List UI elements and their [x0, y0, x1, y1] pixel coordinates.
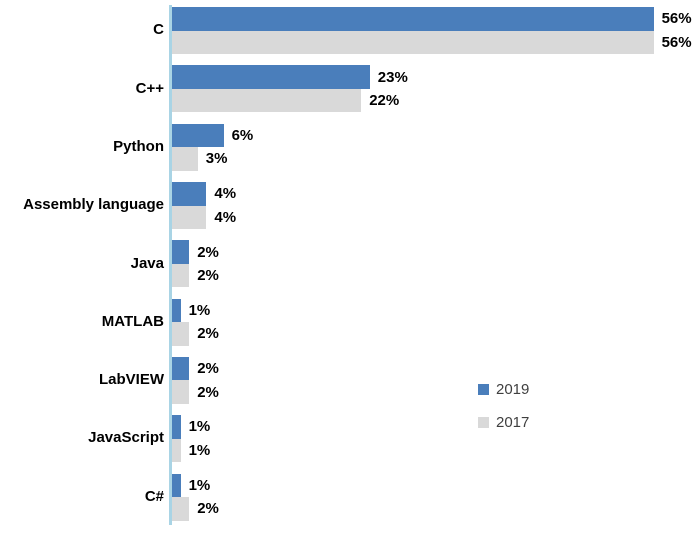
- bar-2017: [172, 438, 181, 463]
- category-row: MATLAB 1% 2%: [0, 293, 700, 351]
- category-row: Python 6% 3%: [0, 118, 700, 176]
- bar-2019: [172, 182, 207, 206]
- bar-2017: [172, 263, 190, 288]
- category-row: C++ 23% 22%: [0, 60, 700, 118]
- bar-line-2019: 6%: [172, 123, 700, 148]
- bar-line-2019: 1%: [172, 473, 700, 498]
- value-label: 2%: [197, 360, 219, 378]
- bar-line-2017: 3%: [172, 147, 700, 171]
- value-label: 1%: [188, 476, 211, 494]
- category-label: C++: [135, 79, 164, 97]
- bar-2017: [172, 497, 190, 521]
- bar-group: 1% 2%: [172, 298, 700, 346]
- bar-2019: [172, 7, 654, 31]
- value-label: 4%: [214, 208, 237, 226]
- bar-2019: [172, 415, 181, 439]
- bar-group: 2% 2%: [172, 356, 700, 404]
- category-label: LabVIEW: [98, 371, 164, 389]
- legend-label: 2019: [496, 380, 530, 398]
- bar-group: 1% 2%: [172, 473, 700, 521]
- legend-entry-2017: 2017: [478, 412, 529, 432]
- value-label: 2%: [197, 267, 219, 285]
- value-label: 6%: [231, 126, 254, 144]
- category-label: Java: [130, 254, 164, 272]
- category-label: Assembly language: [23, 196, 164, 214]
- legend-label: 2017: [496, 413, 530, 431]
- bar-2017: [172, 205, 207, 230]
- bar-2017: [172, 88, 362, 113]
- bar-line-2017: 1%: [172, 438, 700, 463]
- bar-group: 6% 3%: [172, 123, 700, 171]
- bar-line-2017: 22%: [172, 88, 700, 113]
- bar-line-2017: 2%: [172, 322, 700, 346]
- value-label: 22%: [369, 92, 400, 110]
- category-label: JavaScript: [88, 429, 164, 447]
- bar-group: 1% 1%: [172, 415, 700, 463]
- category-row: Java 2% 2%: [0, 235, 700, 293]
- bar-2017: [172, 322, 190, 346]
- legend-swatch-2017: [478, 416, 489, 428]
- bar-group: 2% 2%: [172, 240, 700, 288]
- value-label: 1%: [188, 418, 211, 436]
- bar-line-2017: 4%: [172, 205, 700, 230]
- value-label: 4%: [214, 185, 237, 203]
- bar-line-2019: 1%: [172, 298, 700, 323]
- bar-2019: [172, 298, 181, 323]
- bar-group: 56% 56%: [172, 7, 700, 55]
- bar-2017: [172, 380, 190, 404]
- bar-line-2019: 1%: [172, 415, 700, 439]
- value-label: 3%: [205, 150, 228, 168]
- bar-line-2019: 23%: [172, 65, 700, 89]
- value-label: 56%: [661, 33, 692, 51]
- category-label: Python: [113, 137, 164, 155]
- bar-line-2017: 56%: [172, 30, 700, 55]
- value-label: 2%: [197, 383, 219, 401]
- legend-swatch-2019: [478, 383, 489, 395]
- legend: 2019 2017: [478, 379, 529, 432]
- value-label: 1%: [188, 441, 211, 459]
- category-label: MATLAB: [101, 312, 164, 330]
- bar-2019: [172, 240, 190, 264]
- bar-2019: [172, 356, 190, 381]
- bar-line-2019: 4%: [172, 182, 700, 206]
- bar-2017: [172, 30, 654, 55]
- value-label: 2%: [197, 243, 219, 261]
- bar-line-2019: 2%: [172, 240, 700, 264]
- category-label: C: [153, 21, 164, 39]
- bar-group: 4% 4%: [172, 182, 700, 230]
- value-label: 2%: [197, 500, 219, 518]
- value-label: 23%: [377, 68, 408, 86]
- value-label: 1%: [188, 301, 211, 319]
- legend-entry-2019: 2019: [478, 379, 529, 399]
- bar-group: 23% 22%: [172, 65, 700, 113]
- category-row: JavaScript 1% 1%: [0, 410, 700, 468]
- category-row: C 56% 56%: [0, 2, 700, 60]
- bar-line-2017: 2%: [172, 497, 700, 521]
- bar-line-2017: 2%: [172, 380, 700, 404]
- category-label: C#: [144, 487, 164, 505]
- value-label: 56%: [661, 10, 692, 28]
- bar-line-2019: 56%: [172, 7, 700, 31]
- bar-2019: [172, 123, 224, 148]
- bar-2017: [172, 147, 198, 171]
- bar-2019: [172, 65, 370, 89]
- value-label: 2%: [197, 325, 219, 343]
- bar-line-2017: 2%: [172, 263, 700, 288]
- bar-2019: [172, 473, 181, 498]
- y-axis-line: [169, 5, 172, 525]
- category-row: LabVIEW 2% 2%: [0, 351, 700, 409]
- category-row: Assembly language 4% 4%: [0, 176, 700, 234]
- bar-line-2019: 2%: [172, 356, 700, 381]
- category-row: C# 1% 2%: [0, 468, 700, 526]
